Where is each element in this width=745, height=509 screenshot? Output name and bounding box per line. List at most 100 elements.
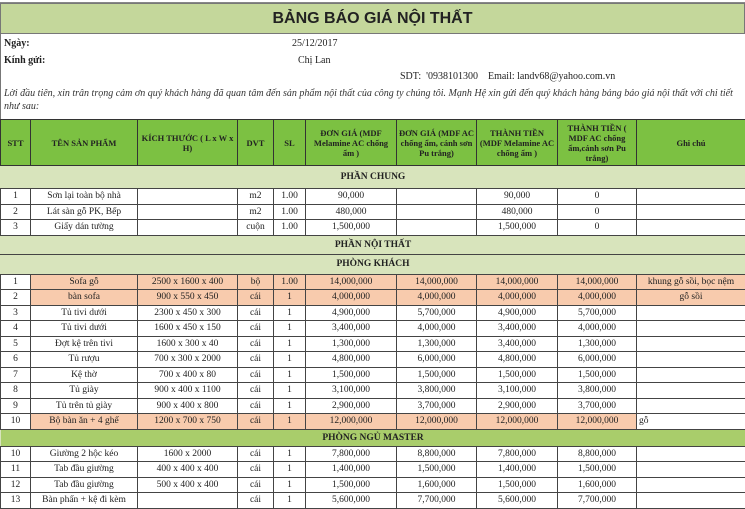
contact-info: SDT: '0938101300 Email: landv68@yahoo.co… [400,71,616,82]
cell-unit-price-melamine: 2,900,000 [305,397,397,414]
cell-stt: 1 [0,188,31,205]
cell-dimensions: 900 x 400 x 1100 [137,382,238,399]
cell-total-pu: 6,000,000 [557,351,637,368]
cell-unit-price-melamine: 4,800,000 [305,351,397,368]
column-header-dimensions: KÍCH THƯỚC ( L x W x H) [137,119,238,166]
column-header-unit-price-pu: ĐƠN GIÁ (MDF AC chống ẩm, cánh sơn Pu tr… [396,119,477,166]
cell-unit-price-melamine: 1,500,000 [305,476,397,493]
cell-quantity: 1 [273,413,306,430]
cell-note [636,219,745,236]
cell-stt: 3 [0,304,31,321]
cell-note [636,445,745,462]
cell-unit-price-melamine: 4,000,000 [305,289,397,306]
cell-stt: 1 [0,273,31,290]
cell-product-name: Tủ rượu [30,351,138,368]
cell-note [636,382,745,399]
cell-unit: cái [237,445,274,462]
sheet-top-border [0,0,745,3]
cell-total-pu: 1,600,000 [557,476,637,493]
cell-unit: cái [237,366,274,383]
table-row: 12 Tab đầu giường 500 x 400 x 400 cái 1 1,500… [0,476,745,493]
cell-product-name: Bộ bàn ăn + 4 ghế [30,413,138,430]
cell-total-melamine: 2,900,000 [476,397,558,414]
table-row: 3 Tủ tivi dưới 2300 x 450 x 300 cái 1 4,900,0… [0,304,745,321]
cell-unit-price-melamine: 1,500,000 [305,219,397,236]
cell-quantity: 1.00 [273,273,306,290]
cell-unit: cái [237,289,274,306]
cell-product-name: Tab đầu giường [30,476,138,493]
cell-unit-price-melamine: 3,400,000 [305,320,397,337]
cell-unit-price-pu: 6,000,000 [396,351,477,368]
cell-quantity: 1 [273,366,306,383]
cell-unit-price-pu: 3,700,000 [396,397,477,414]
cell-stt: 13 [0,492,31,509]
table-row: 2 bàn sofa 900 x 550 x 450 cái 1 4,000,000 4,0… [0,289,745,306]
cell-total-melamine: 4,800,000 [476,351,558,368]
cell-unit-price-pu: 1,500,000 [396,461,477,478]
column-header-unit-price-melamine: ĐƠN GIÁ (MDF Melamine AC chống ẩm ) [305,119,397,166]
cell-unit: cái [237,351,274,368]
section-row: PHÒNG NGỦ MASTER [0,428,745,447]
cell-unit: m2 [237,188,274,205]
date-label: Ngày: [4,38,30,49]
cell-total-melamine: 480,000 [476,203,558,220]
cell-stt: 6 [0,351,31,368]
cell-quantity: 1 [273,461,306,478]
cell-unit-price-pu: 4,000,000 [396,289,477,306]
cell-note [636,188,745,205]
cell-note [636,320,745,337]
table-row: 1 Sofa gỗ 2500 x 1600 x 400 bộ 1.00 14,000,00… [0,273,745,290]
cell-stt: 11 [0,461,31,478]
cell-stt: 4 [0,320,31,337]
cell-product-name: Tủ tivi dưới [30,304,138,321]
cell-quantity: 1 [273,382,306,399]
cell-note [636,304,745,321]
cell-unit-price-melamine: 14,000,000 [305,273,397,290]
column-header-stt: STT [0,119,31,166]
section-title: PHẦN NỘI THẤT [0,234,745,255]
cell-unit-price-pu: 1,500,000 [396,366,477,383]
cell-unit: cái [237,335,274,352]
cell-total-pu: 7,700,000 [557,492,637,509]
cell-product-name: Kệ thờ [30,366,138,383]
column-header-quantity: SL [273,119,306,166]
cell-dimensions: 900 x 550 x 450 [137,289,238,306]
cell-unit: cái [237,320,274,337]
cell-stt: 10 [0,445,31,462]
cell-total-pu: 1,500,000 [557,366,637,383]
cell-stt: 8 [0,382,31,399]
cell-note [636,335,745,352]
cell-total-pu: 3,800,000 [557,382,637,399]
cell-stt: 9 [0,397,31,414]
cell-total-melamine: 1,400,000 [476,461,558,478]
cell-total-pu: 0 [557,203,637,220]
cell-note [636,476,745,493]
cell-note [636,492,745,509]
cell-product-name: Tủ giày [30,382,138,399]
cell-dimensions: 2300 x 450 x 300 [137,304,238,321]
cell-stt: 12 [0,476,31,493]
cell-dimensions: 1200 x 700 x 750 [137,413,238,430]
cell-unit-price-melamine: 3,100,000 [305,382,397,399]
cell-unit-price-pu [396,219,477,236]
cell-quantity: 1.00 [273,188,306,205]
cell-unit: cái [237,413,274,430]
section-row: PHẦN NỘI THẤT [0,234,745,255]
cell-dimensions [137,188,238,205]
cell-product-name: Giấy dán tường [30,219,138,236]
table-row: 11 Tab đầu giường 400 x 400 x 400 cái 1 1,400… [0,461,745,478]
column-header-unit: DVT [237,119,274,166]
cell-unit-price-melamine: 90,000 [305,188,397,205]
cell-dimensions: 700 x 300 x 2000 [137,351,238,368]
cell-note [636,366,745,383]
cell-unit-price-melamine: 5,600,000 [305,492,397,509]
table-row: 4 Tủ tivi dưới 1600 x 450 x 150 cái 1 3,400,0… [0,320,745,337]
cell-unit-price-pu: 4,000,000 [396,320,477,337]
cell-dimensions: 1600 x 2000 [137,445,238,462]
table-row: 10 Giường 2 hộc kéo 1600 x 2000 cái 1 7,800,0… [0,445,745,462]
cell-total-pu: 8,800,000 [557,445,637,462]
cell-total-melamine: 1,500,000 [476,366,558,383]
cell-unit: cái [237,382,274,399]
cell-stt: 2 [0,289,31,306]
column-header-product-name: TÊN SẢN PHẨM [30,119,138,166]
